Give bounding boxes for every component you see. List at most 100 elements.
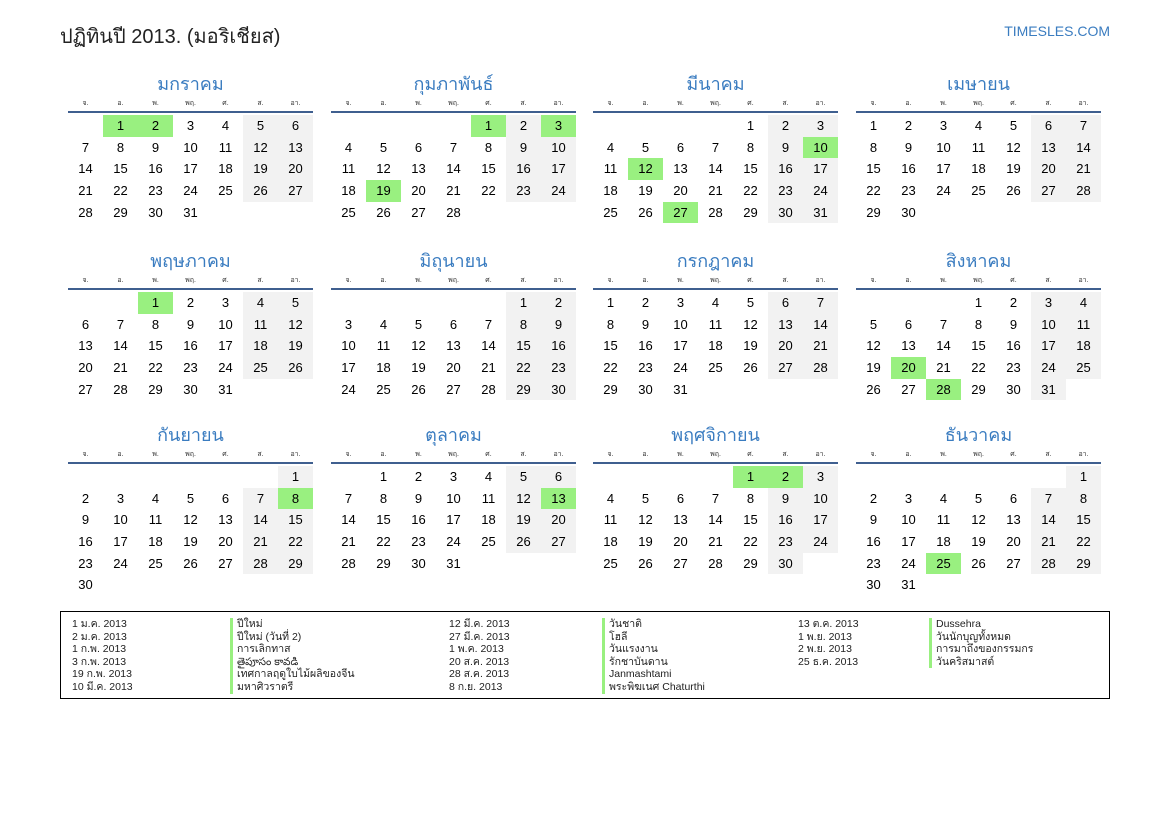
day-cell[interactable]: 17 bbox=[218, 338, 233, 354]
day-cell[interactable]: 8 bbox=[974, 316, 983, 332]
day-cell[interactable]: 19 bbox=[411, 360, 426, 376]
day-cell[interactable]: 20 bbox=[446, 360, 461, 376]
day-cell[interactable]: 8 bbox=[746, 139, 755, 155]
day-cell[interactable]: 8 bbox=[484, 139, 493, 155]
day-cell[interactable]: 9 bbox=[869, 512, 878, 528]
day-cell[interactable]: 26 bbox=[376, 204, 391, 220]
day-cell[interactable]: 24 bbox=[113, 555, 128, 571]
day-cell[interactable]: 29 bbox=[866, 204, 881, 220]
holiday-day-cell[interactable]: 19 bbox=[366, 180, 401, 202]
day-cell[interactable]: 28 bbox=[446, 204, 461, 220]
day-cell[interactable]: 6 bbox=[676, 490, 685, 506]
day-cell[interactable]: 3 bbox=[344, 316, 353, 332]
day-cell[interactable]: 3 bbox=[449, 469, 458, 484]
day-cell[interactable]: 3 bbox=[116, 490, 125, 506]
day-cell[interactable]: 14 bbox=[803, 313, 838, 336]
day-cell[interactable]: 8 bbox=[151, 316, 160, 332]
day-cell[interactable]: 6 bbox=[904, 316, 913, 332]
day-cell[interactable]: 29 bbox=[1066, 552, 1101, 575]
day-cell[interactable]: 3 bbox=[939, 118, 948, 133]
day-cell[interactable]: 9 bbox=[541, 313, 576, 336]
day-cell[interactable]: 5 bbox=[278, 292, 313, 314]
day-cell[interactable]: 20 bbox=[1031, 158, 1066, 181]
day-cell[interactable]: 27 bbox=[446, 381, 461, 397]
day-cell[interactable]: 10 bbox=[341, 338, 356, 354]
day-cell[interactable]: 21 bbox=[936, 360, 951, 376]
day-cell[interactable]: 12 bbox=[278, 313, 313, 336]
day-cell[interactable]: 27 bbox=[1006, 555, 1021, 571]
day-cell[interactable]: 18 bbox=[936, 534, 951, 550]
day-cell[interactable]: 4 bbox=[344, 139, 353, 155]
day-cell[interactable]: 13 bbox=[1031, 136, 1066, 159]
day-cell[interactable]: 29 bbox=[506, 378, 541, 401]
day-cell[interactable]: 13 bbox=[446, 338, 461, 354]
day-cell[interactable]: 1 bbox=[1066, 466, 1101, 488]
day-cell[interactable]: 27 bbox=[78, 381, 93, 397]
day-cell[interactable]: 24 bbox=[446, 534, 461, 550]
day-cell[interactable]: 2 bbox=[186, 295, 195, 310]
day-cell[interactable]: 1 bbox=[278, 466, 313, 488]
holiday-day-cell[interactable]: 27 bbox=[663, 201, 698, 224]
day-cell[interactable]: 6 bbox=[449, 316, 458, 332]
day-cell[interactable]: 24 bbox=[901, 555, 916, 571]
day-cell[interactable]: 21 bbox=[481, 360, 496, 376]
day-cell[interactable]: 24 bbox=[1031, 357, 1066, 379]
day-cell[interactable]: 11 bbox=[148, 512, 163, 528]
holiday-day-cell[interactable]: 1 bbox=[138, 292, 173, 314]
day-cell[interactable]: 17 bbox=[446, 512, 461, 528]
day-cell[interactable]: 28 bbox=[708, 204, 723, 220]
holiday-day-cell[interactable]: 10 bbox=[803, 136, 838, 159]
day-cell[interactable]: 16 bbox=[768, 509, 803, 532]
day-cell[interactable]: 3 bbox=[1031, 292, 1066, 314]
day-cell[interactable]: 15 bbox=[743, 161, 758, 177]
day-cell[interactable]: 9 bbox=[414, 490, 423, 506]
day-cell[interactable]: 10 bbox=[446, 490, 461, 506]
day-cell[interactable]: 20 bbox=[768, 335, 803, 358]
day-cell[interactable]: 1 bbox=[506, 292, 541, 314]
day-cell[interactable]: 21 bbox=[708, 534, 723, 550]
day-cell[interactable]: 1 bbox=[746, 118, 755, 133]
day-cell[interactable]: 28 bbox=[708, 555, 723, 571]
day-cell[interactable]: 6 bbox=[676, 139, 685, 155]
day-cell[interactable]: 26 bbox=[638, 204, 653, 220]
day-cell[interactable]: 25 bbox=[603, 204, 618, 220]
day-cell[interactable]: 13 bbox=[218, 512, 233, 528]
day-cell[interactable]: 30 bbox=[1006, 381, 1021, 397]
day-cell[interactable]: 13 bbox=[768, 313, 803, 336]
day-cell[interactable]: 14 bbox=[341, 512, 356, 528]
day-cell[interactable]: 7 bbox=[243, 487, 278, 510]
day-cell[interactable]: 17 bbox=[341, 360, 356, 376]
day-cell[interactable]: 1 bbox=[379, 469, 388, 484]
day-cell[interactable]: 18 bbox=[218, 161, 233, 177]
day-cell[interactable]: 21 bbox=[708, 183, 723, 199]
day-cell[interactable]: 11 bbox=[376, 338, 391, 354]
day-cell[interactable]: 16 bbox=[411, 512, 426, 528]
day-cell[interactable]: 25 bbox=[1066, 357, 1101, 379]
day-cell[interactable]: 24 bbox=[673, 360, 688, 376]
day-cell[interactable]: 19 bbox=[638, 534, 653, 550]
day-cell[interactable]: 4 bbox=[484, 469, 493, 484]
day-cell[interactable]: 27 bbox=[541, 531, 576, 553]
day-cell[interactable]: 13 bbox=[78, 338, 93, 354]
day-cell[interactable]: 5 bbox=[974, 490, 983, 506]
day-cell[interactable]: 24 bbox=[936, 183, 951, 199]
day-cell[interactable]: 11 bbox=[708, 316, 723, 332]
day-cell[interactable]: 23 bbox=[411, 534, 426, 550]
day-cell[interactable]: 9 bbox=[768, 136, 803, 159]
day-cell[interactable]: 23 bbox=[183, 360, 198, 376]
day-cell[interactable]: 15 bbox=[278, 509, 313, 532]
day-cell[interactable]: 27 bbox=[673, 555, 688, 571]
day-cell[interactable]: 18 bbox=[376, 360, 391, 376]
day-cell[interactable]: 13 bbox=[278, 136, 313, 159]
day-cell[interactable]: 14 bbox=[1066, 136, 1101, 159]
day-cell[interactable]: 24 bbox=[803, 180, 838, 202]
day-cell[interactable]: 15 bbox=[603, 338, 618, 354]
day-cell[interactable]: 29 bbox=[603, 381, 618, 397]
day-cell[interactable]: 30 bbox=[866, 577, 881, 593]
day-cell[interactable]: 28 bbox=[243, 552, 278, 575]
day-cell[interactable]: 19 bbox=[971, 534, 986, 550]
day-cell[interactable]: 4 bbox=[974, 118, 983, 133]
day-cell[interactable]: 13 bbox=[411, 161, 426, 177]
day-cell[interactable]: 31 bbox=[218, 381, 233, 397]
holiday-day-cell[interactable]: 8 bbox=[278, 487, 313, 510]
